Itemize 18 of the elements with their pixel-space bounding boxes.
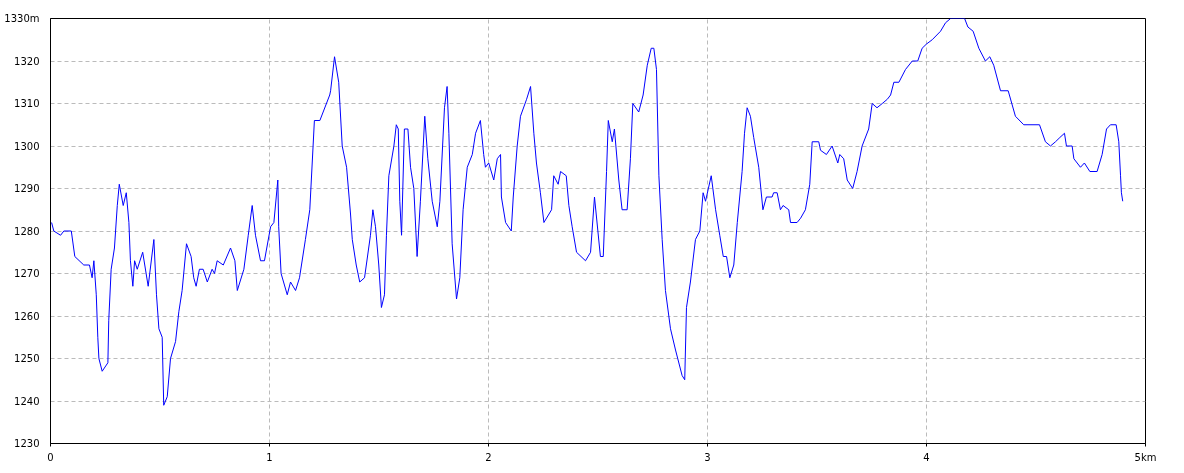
y-tick-label: 1240 [14,395,40,407]
y-tick-label: 1320 [14,55,40,67]
y-tick-label: 1230 [14,438,40,449]
x-tick-label: 5km [1134,451,1157,463]
x-tick-label: 4 [923,451,930,463]
x-tick-label: 3 [704,451,711,463]
y-tick-label: 1330m [4,13,40,24]
y-tick-label: 1250 [14,353,40,364]
y-tick-label: 1290 [14,183,40,194]
x-tick-label: 2 [485,451,492,463]
y-tick-label: 1310 [14,98,40,109]
line-series [51,18,1124,406]
y-tick-label: 1260 [14,310,40,322]
y-tick-label: 1270 [14,268,40,279]
y-tick-label: 1280 [14,225,40,237]
x-tick-label: 0 [47,451,54,463]
y-tick-label: 1300 [14,140,40,152]
x-tick-label: 1 [266,451,273,463]
